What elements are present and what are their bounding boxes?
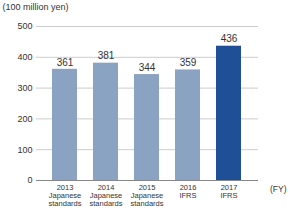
svg-text:500: 500: [17, 21, 32, 31]
svg-text:400: 400: [17, 52, 32, 62]
svg-text:2017IFRS: 2017IFRS: [220, 183, 237, 200]
svg-text:359: 359: [180, 57, 197, 68]
svg-text:0: 0: [27, 175, 32, 185]
svg-text:(FY): (FY): [270, 184, 287, 194]
svg-text:2013Japanesestandards: 2013Japanesestandards: [49, 183, 82, 208]
svg-text:2016IFRS: 2016IFRS: [179, 183, 196, 200]
svg-text:361: 361: [57, 57, 74, 68]
svg-text:381: 381: [98, 50, 115, 61]
svg-text:436: 436: [221, 33, 238, 44]
svg-text:(100 million yen): (100 million yen): [3, 2, 69, 12]
svg-text:2014Japanesestandards: 2014Japanesestandards: [90, 183, 123, 208]
svg-text:2015Japanesestandards: 2015Japanesestandards: [131, 183, 164, 208]
svg-text:200: 200: [17, 114, 32, 124]
svg-text:344: 344: [139, 62, 156, 73]
svg-text:300: 300: [17, 83, 32, 93]
svg-text:100: 100: [17, 145, 32, 155]
